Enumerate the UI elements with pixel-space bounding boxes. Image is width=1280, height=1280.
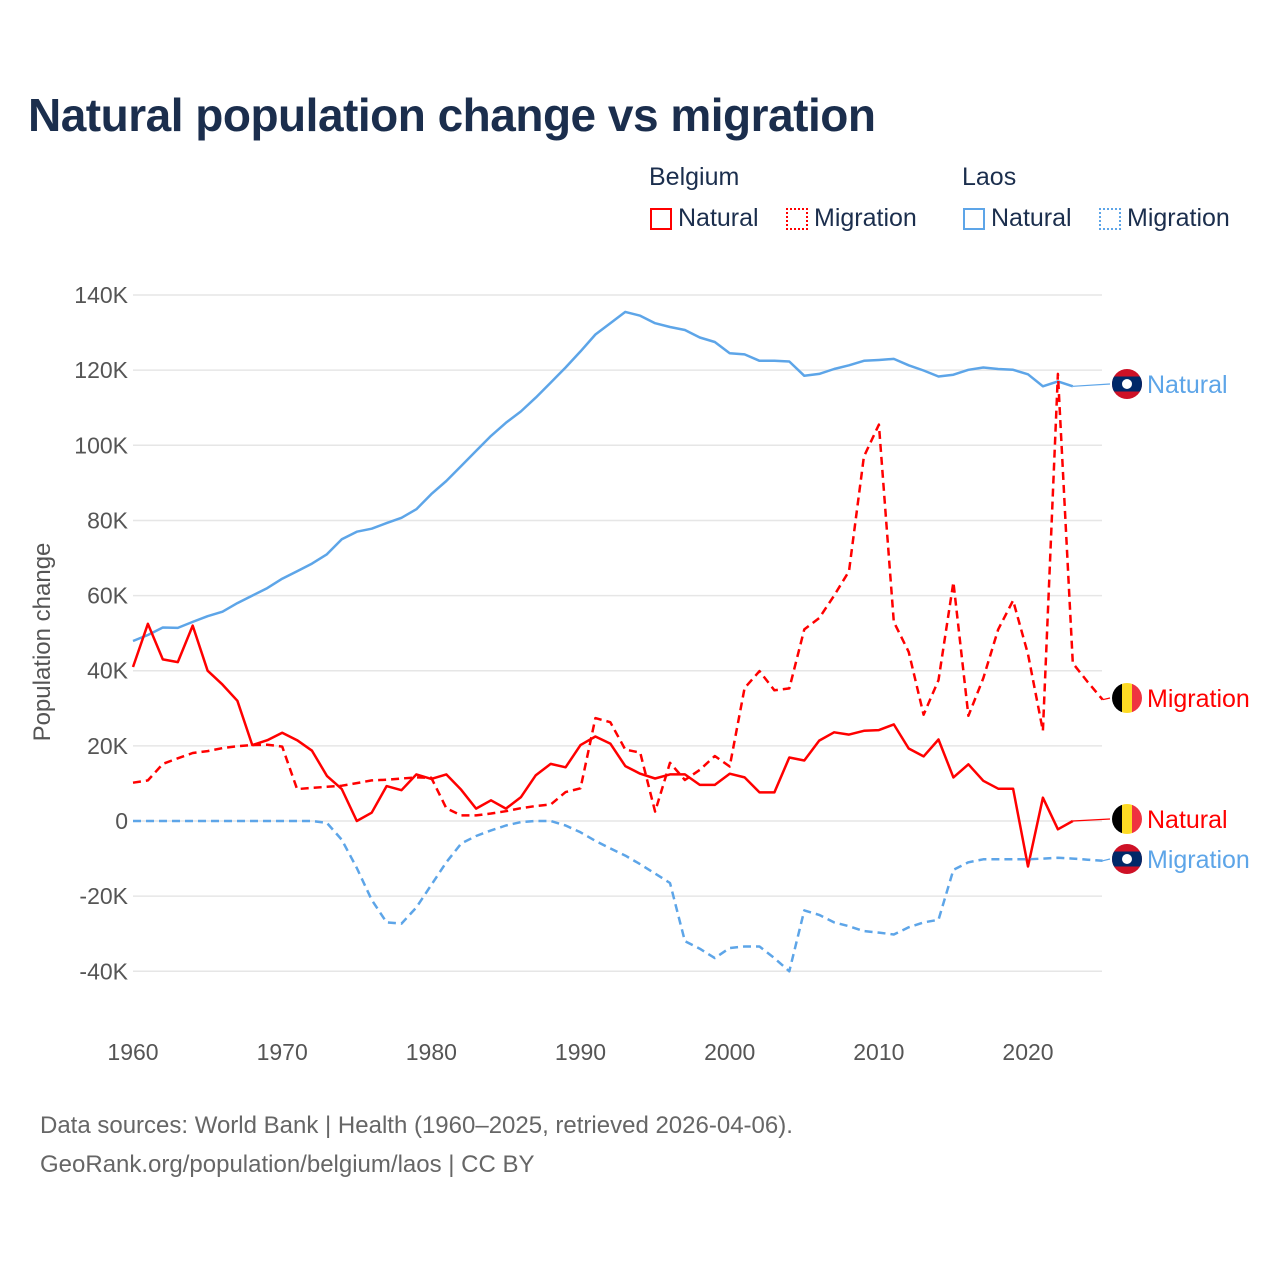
y-tick-label: 0: [115, 808, 128, 834]
label-connector: [1072, 818, 1111, 822]
x-tick-label: 1990: [555, 1039, 606, 1065]
end-label-belgium-natural: Natural: [1147, 806, 1228, 834]
solid-swatch-icon: [963, 207, 985, 230]
legend-item-belgium-natural[interactable]: Natural: [650, 204, 759, 233]
dotted-swatch-icon: [786, 207, 808, 230]
y-tick-label: 60K: [87, 583, 129, 609]
label-connector: [1072, 383, 1111, 387]
series-line-laos-migration[interactable]: [133, 819, 1103, 973]
laos-flag-icon: [1112, 844, 1142, 874]
legend-item-laos-natural[interactable]: Natural: [963, 204, 1072, 233]
legend-group-belgium: Belgium: [649, 163, 740, 191]
belgium-flag-icon: [1112, 804, 1142, 834]
x-tick-label: 2020: [1002, 1039, 1053, 1065]
y-tick-label: 80K: [87, 507, 129, 533]
x-tick-label: 1980: [406, 1039, 457, 1065]
x-tick-label: 2000: [704, 1039, 755, 1065]
end-label-laos-natural: Natural: [1147, 371, 1228, 399]
y-tick-label: 100K: [74, 432, 128, 458]
legend-label: Migration: [814, 204, 917, 232]
legend-label: Natural: [991, 204, 1072, 232]
label-connector: [1102, 858, 1111, 862]
end-label-belgium-migration: Migration: [1147, 685, 1250, 713]
x-tick-label: 1960: [107, 1039, 158, 1065]
y-axis-label: Population change: [29, 543, 56, 742]
series-line-belgium-natural[interactable]: [131, 622, 1074, 868]
laos-flag-icon: [1112, 369, 1142, 399]
solid-swatch-icon: [650, 207, 672, 230]
legend-group-laos: Laos: [962, 163, 1017, 191]
y-tick-label: -40K: [79, 958, 128, 984]
series-line-laos-natural[interactable]: [132, 310, 1074, 643]
x-tick-label: 1970: [257, 1039, 308, 1065]
series-line-belgium-migration[interactable]: [132, 372, 1104, 817]
y-tick-label: 40K: [87, 658, 129, 684]
y-tick-label: 20K: [87, 733, 129, 759]
y-tick-label: 120K: [74, 357, 128, 383]
data-source: Data sources: World Bank | Health (1960–…: [40, 1112, 793, 1139]
chart-title: Natural population change vs migration: [28, 89, 876, 141]
legend-label: Migration: [1127, 204, 1230, 232]
legend-item-belgium-migration[interactable]: Migration: [786, 204, 917, 233]
y-tick-label: 140K: [74, 282, 128, 308]
legend-label: Natural: [678, 204, 759, 232]
y-tick-label: -20K: [79, 883, 128, 909]
legend-item-laos-migration[interactable]: Migration: [1099, 204, 1230, 233]
label-connector: [1102, 697, 1111, 701]
dotted-swatch-icon: [1099, 207, 1121, 230]
end-label-laos-migration: Migration: [1147, 846, 1250, 874]
footer: Data sources: World Bank | Health (1960–…: [40, 1106, 793, 1184]
x-tick-label: 2010: [853, 1039, 904, 1065]
belgium-flag-icon: [1112, 683, 1142, 713]
source-link[interactable]: GeoRank.org/population/belgium/laos | CC…: [40, 1151, 535, 1178]
